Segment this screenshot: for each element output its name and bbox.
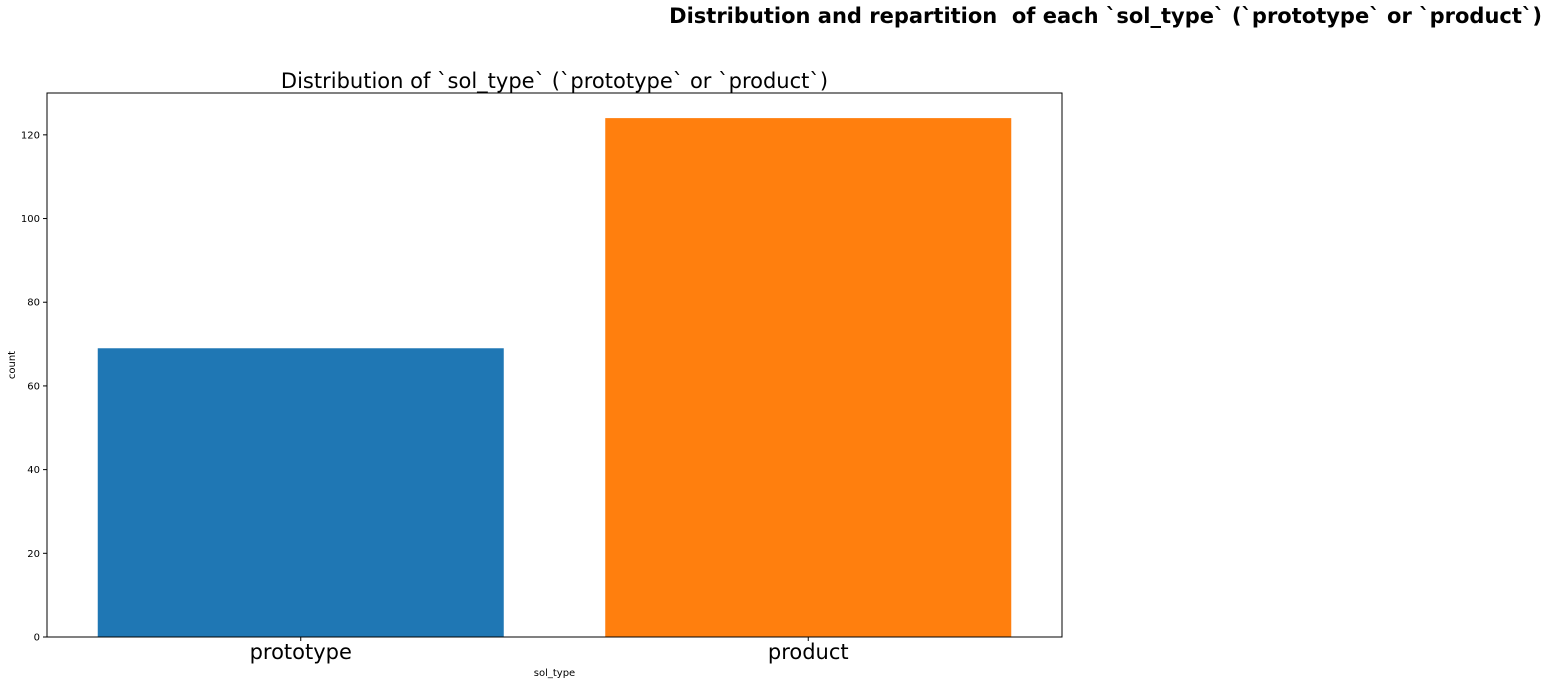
bars-group: [97, 118, 1012, 638]
y-tick-label-40: 40: [27, 465, 40, 476]
bar-product: [605, 118, 1012, 638]
x-tick-label-prototype: prototype: [250, 640, 352, 664]
y-tick-label-0: 0: [34, 633, 40, 644]
y-axis-ticks: 0 20 40 60 80 100 120: [21, 130, 47, 644]
y-tick-label-60: 60: [27, 381, 40, 392]
chart-title: Distribution of `sol_type` (`prototype` …: [281, 69, 828, 94]
y-tick-label-100: 100: [21, 214, 40, 225]
x-tick-label-product: product: [768, 640, 849, 664]
x-axis-ticks: prototype product: [250, 637, 849, 664]
axes-frame: [46, 92, 1063, 638]
y-tick-label-80: 80: [27, 298, 40, 309]
y-tick-label-120: 120: [21, 130, 40, 141]
bar-prototype: [97, 348, 504, 637]
x-axis-label: sol_type: [534, 668, 575, 679]
y-tick-label-20: 20: [27, 549, 40, 560]
figure-suptitle: Distribution and repartition of each `so…: [669, 4, 1542, 28]
y-axis-label: count: [7, 351, 18, 379]
